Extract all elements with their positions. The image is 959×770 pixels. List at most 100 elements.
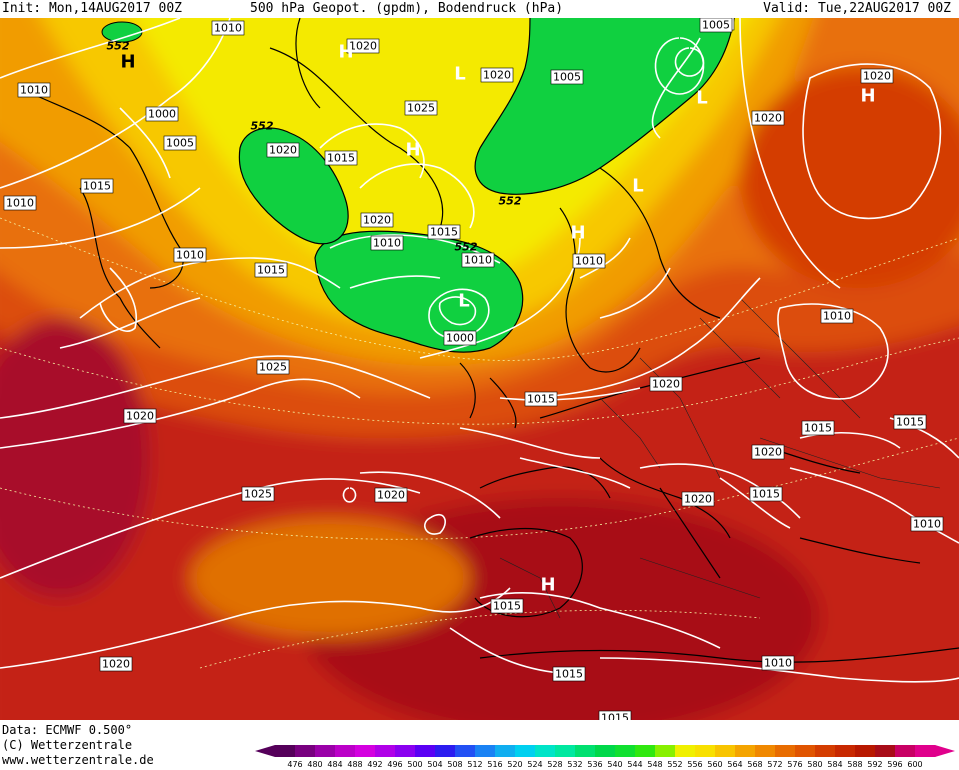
- high-pressure-marker: H: [860, 86, 875, 107]
- svg-text:1010: 1010: [6, 197, 34, 210]
- colorbar-tick-label: 596: [887, 760, 902, 769]
- colorbar-tick-label: 544: [627, 760, 642, 769]
- colorbar-swatch: [735, 745, 756, 757]
- colorbar-swatch: [635, 745, 656, 757]
- isobar-label: 1015: [524, 391, 558, 407]
- isobar-label: 1020: [266, 142, 300, 158]
- svg-text:552: 552: [455, 241, 478, 254]
- colorbar-tick-label: 588: [847, 760, 862, 769]
- colorbar-swatch: [335, 745, 356, 757]
- geopotential-label: 552: [107, 40, 130, 53]
- colorbar-legend: 476 480 484 488 492 496 500 504 508 512 516 520 524 5…: [255, 745, 955, 769]
- high-pressure-marker: H: [120, 52, 135, 73]
- colorbar-swatch: [655, 745, 676, 757]
- colorbar-swatch: [875, 745, 896, 757]
- isobar-label: 1020: [480, 67, 514, 83]
- isobar-label: 1010: [761, 655, 795, 671]
- svg-text:1015: 1015: [257, 264, 285, 277]
- map-title: 500 hPa Geopot. (gpdm), Bodendruck (hPa): [250, 1, 564, 16]
- colorbar-tick-label: 532: [567, 760, 582, 769]
- geopotential-label: 552: [251, 120, 274, 133]
- colorbar-swatch: [555, 745, 576, 757]
- geopotential-label: 552: [499, 195, 522, 208]
- colorbar-tick-label: 512: [467, 760, 482, 769]
- isobar-label: 1010: [572, 253, 606, 269]
- colorbar-swatch: [915, 745, 936, 757]
- colorbar-swatch: [795, 745, 816, 757]
- colorbar-tick-label: 580: [807, 760, 822, 769]
- isobar-label: 1005: [699, 18, 733, 33]
- svg-text:1020: 1020: [377, 489, 405, 502]
- isobar-label: 1010: [461, 252, 495, 268]
- svg-text:1010: 1010: [214, 22, 242, 35]
- colorbar-swatch: [615, 745, 636, 757]
- svg-text:1015: 1015: [83, 180, 111, 193]
- isobar-label: 1015: [490, 598, 524, 614]
- colorbar-tick-label: 496: [387, 760, 402, 769]
- colorbar-swatch: [675, 745, 696, 757]
- colorbar-tick-label: 576: [787, 760, 802, 769]
- colorbar-swatch: [515, 745, 536, 757]
- isobar-label: 1010: [910, 516, 944, 532]
- svg-text:1020: 1020: [126, 410, 154, 423]
- colorbar-tick-label: 524: [527, 760, 542, 769]
- isobar-label: 1015: [552, 666, 586, 682]
- svg-text:1020: 1020: [363, 214, 391, 227]
- colorbar-swatch: [535, 745, 556, 757]
- svg-text:1010: 1010: [575, 255, 603, 268]
- isobar-label: 1020: [681, 491, 715, 507]
- svg-text:1010: 1010: [464, 254, 492, 267]
- high-pressure-marker: H: [338, 42, 353, 63]
- colorbar-tick-label: 508: [447, 760, 462, 769]
- isobar-label: 1010: [820, 308, 854, 324]
- isobar-label: 1010: [17, 82, 51, 98]
- colorbar-tick-label: 584: [827, 760, 842, 769]
- colorbar-swatch: [595, 745, 616, 757]
- colorbar-swatch: [495, 745, 516, 757]
- colorbar-tick-label: 568: [747, 760, 762, 769]
- svg-text:1010: 1010: [764, 657, 792, 670]
- colorbar-tick-label: 504: [427, 760, 442, 769]
- isobar-label: 1015: [749, 486, 783, 502]
- isobar-label: 1010: [173, 247, 207, 263]
- colorbar-min-arrow: [255, 745, 275, 757]
- svg-text:1020: 1020: [269, 144, 297, 157]
- isobar-label: 1000: [145, 106, 179, 122]
- isobar-label: 1020: [751, 110, 785, 126]
- colorbar-tick-label: 564: [727, 760, 742, 769]
- colorbar-swatch: [355, 745, 376, 757]
- svg-text:1010: 1010: [176, 249, 204, 262]
- isobar-label: 1015: [80, 178, 114, 194]
- colorbar-tick-label: 484: [327, 760, 342, 769]
- colorbar-swatch: [435, 745, 456, 757]
- high-pressure-marker: H: [405, 140, 420, 161]
- colorbar-tick-label: 556: [687, 760, 702, 769]
- svg-text:552: 552: [499, 195, 522, 208]
- valid-time-label: Valid: Tue,22AUG2017 00Z: [763, 1, 951, 16]
- svg-text:1005: 1005: [553, 71, 581, 84]
- isobar-label: 1010: [370, 235, 404, 251]
- isobar-label: 1020: [360, 212, 394, 228]
- isobar-label: 1015: [324, 150, 358, 166]
- svg-text:552: 552: [107, 40, 130, 53]
- svg-text:1015: 1015: [493, 600, 521, 613]
- colorbar-swatch: [275, 745, 296, 757]
- svg-text:552: 552: [251, 120, 274, 133]
- colorbar-swatch: [695, 745, 716, 757]
- svg-text:1010: 1010: [823, 310, 851, 323]
- colorbar-max-arrow: [935, 745, 955, 757]
- svg-text:1020: 1020: [102, 658, 130, 671]
- colorbar-swatch: [775, 745, 796, 757]
- data-source-label: Data: ECMWF 0.500°: [2, 723, 133, 737]
- svg-text:1015: 1015: [527, 393, 555, 406]
- isobar-label: 1005: [163, 135, 197, 151]
- colorbar-tick-label: 480: [307, 760, 322, 769]
- low-pressure-marker: L: [632, 176, 643, 197]
- pressure-centers: H H L H L H L H L H: [120, 42, 875, 596]
- colorbar-swatch: [895, 745, 916, 757]
- colorbar-swatch: [855, 745, 876, 757]
- colorbar-tick-label: 560: [707, 760, 722, 769]
- geopotential-labels: 552 552 552 552: [107, 40, 522, 254]
- isobar-label: 1000: [443, 330, 477, 346]
- header-bar: Init: Mon,14AUG2017 00Z 500 hPa Geopot. …: [0, 0, 959, 18]
